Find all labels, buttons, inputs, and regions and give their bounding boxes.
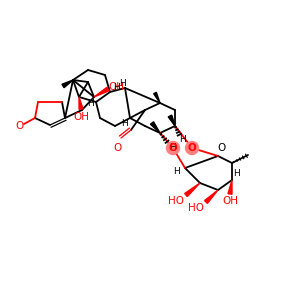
Text: H: H (112, 83, 119, 92)
Text: OH: OH (222, 196, 238, 206)
Text: O: O (15, 121, 23, 131)
Polygon shape (168, 115, 175, 126)
Polygon shape (150, 122, 160, 133)
Text: OH: OH (73, 112, 89, 122)
Circle shape (185, 142, 199, 154)
Text: H: H (118, 80, 125, 88)
Text: H: H (174, 167, 180, 176)
Text: O: O (114, 143, 122, 153)
Polygon shape (205, 190, 218, 203)
Text: H: H (87, 100, 93, 109)
Circle shape (167, 142, 179, 154)
Polygon shape (79, 97, 83, 109)
Text: O: O (217, 143, 225, 153)
Polygon shape (62, 80, 73, 88)
Text: O: O (188, 143, 196, 153)
Polygon shape (185, 183, 200, 196)
Text: H: H (169, 142, 176, 152)
Text: OH: OH (108, 82, 124, 92)
Text: H: H (232, 169, 239, 178)
Text: H: H (180, 136, 186, 145)
Polygon shape (228, 180, 232, 194)
Text: HO: HO (188, 203, 204, 213)
Polygon shape (94, 87, 109, 97)
Text: HO: HO (168, 196, 184, 206)
Text: O: O (169, 143, 177, 153)
Polygon shape (154, 92, 160, 103)
Text: H: H (121, 118, 128, 127)
